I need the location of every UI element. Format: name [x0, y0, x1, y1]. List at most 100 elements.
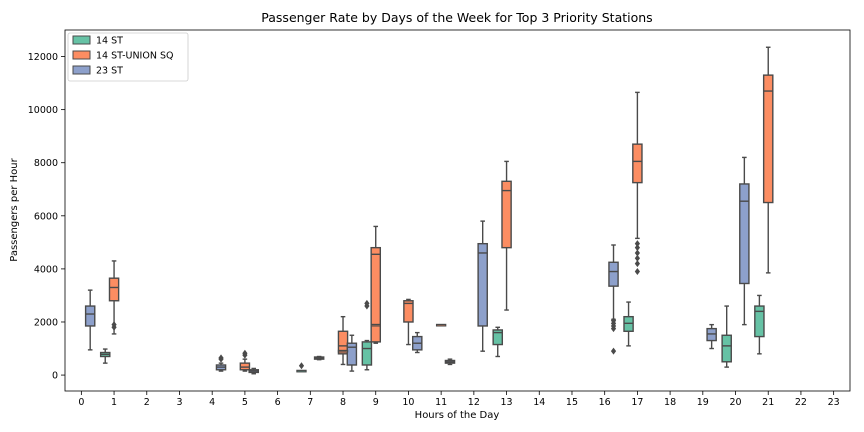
- x-tick-label: 0: [78, 397, 84, 408]
- outlier-marker: [298, 362, 305, 370]
- legend-swatch: [72, 35, 91, 45]
- box-14-st-union-sq-hour-13: [501, 160, 512, 311]
- box-14-st-union-sq-hour-17: [632, 91, 643, 276]
- y-axis: 0 2000 4000 6000 8000 10000 12000: [28, 52, 65, 382]
- box-groups: [84, 46, 774, 375]
- box-23-st-hour-0: [84, 289, 96, 351]
- outlier-marker: [610, 317, 617, 325]
- x-tick-label: 22: [795, 397, 807, 408]
- x-tick-label: 4: [209, 397, 215, 408]
- x-tick-label: 19: [697, 397, 709, 408]
- legend-label: 14 ST-UNION SQ: [96, 51, 173, 62]
- y-axis-label: Passengers per Hour: [9, 157, 20, 261]
- box-body: [84, 305, 96, 327]
- x-tick-label: 10: [402, 397, 414, 408]
- outlier-marker: [634, 260, 640, 268]
- box-body: [108, 277, 120, 302]
- box-body: [608, 261, 619, 287]
- box-14-st-hour-1: [99, 348, 111, 364]
- outlier-marker: [634, 240, 640, 248]
- box-body: [721, 334, 732, 363]
- outlier-marker: [218, 354, 224, 362]
- box-14-st-hour-20: [721, 305, 732, 368]
- legend-frame: [67, 32, 189, 82]
- box-14-st-hour-17: [623, 301, 634, 347]
- chart-title: Passenger Rate by Days of the Week for T…: [261, 10, 652, 25]
- box-body: [403, 300, 414, 323]
- legend-label: 14 ST: [96, 36, 123, 47]
- box-14-st-union-sq-hour-5: [239, 349, 251, 372]
- x-tick-label: 8: [340, 397, 346, 408]
- box-body: [754, 305, 765, 338]
- x-tick-label: 3: [176, 397, 182, 408]
- x-tick-label: 21: [762, 397, 774, 408]
- x-tick-label: 20: [729, 397, 741, 408]
- box-23-st-hour-5: [248, 367, 260, 375]
- legend-swatch: [72, 50, 91, 60]
- box-14-st-hour-13: [492, 326, 504, 358]
- y-tick-label: 12000: [28, 52, 58, 63]
- box-body: [361, 341, 373, 366]
- outlier-marker: [634, 268, 640, 276]
- x-tick-label: 23: [828, 397, 840, 408]
- box-body: [501, 180, 512, 249]
- legend: 14 ST 14 ST-UNION SQ 23 ST: [67, 32, 189, 82]
- x-tick-label: 9: [373, 397, 379, 408]
- y-tick-label: 0: [52, 371, 58, 382]
- collapsed-box: [337, 349, 349, 353]
- box-23-st-hour-12: [477, 220, 488, 352]
- plot-frame: [64, 29, 851, 392]
- y-tick-label: 6000: [34, 211, 58, 222]
- x-tick-label: 17: [631, 397, 643, 408]
- outlier-marker: [111, 321, 117, 329]
- outlier-marker: [364, 299, 370, 307]
- box-23-st-hour-4: [215, 354, 227, 372]
- box-body: [739, 183, 750, 285]
- y-tick-label: 2000: [34, 317, 58, 328]
- outlier-marker: [634, 254, 640, 262]
- x-tick-label: 16: [599, 397, 611, 408]
- box-14-st-union-sq-hour-8: [337, 315, 349, 366]
- box-body: [370, 246, 382, 343]
- x-axis: 0 1 2 3 4 5 6 7 8 9 10 11 12 13 14 15 16 17 18 19 20 21 22 23: [78, 391, 840, 408]
- collapsed-box: [435, 323, 447, 327]
- outlier-marker: [242, 349, 248, 357]
- box-14-st-hour-21: [754, 294, 765, 355]
- y-tick-label: 8000: [34, 158, 58, 169]
- x-tick-label: 1: [111, 397, 117, 408]
- box-body: [346, 342, 358, 366]
- box-14-st-hour-9: [361, 299, 373, 371]
- y-tick-label: 4000: [34, 264, 58, 275]
- outlier-marker: [634, 244, 640, 252]
- legend-label: 23 ST: [96, 66, 123, 77]
- x-axis-label: Hours of the Day: [415, 410, 500, 421]
- outlier-marker: [634, 249, 640, 257]
- collapsed-box: [296, 369, 307, 373]
- x-tick-label: 18: [664, 397, 676, 408]
- x-tick-label: 13: [501, 397, 513, 408]
- box-14-st-union-sq-hour-1: [108, 260, 120, 335]
- x-tick-label: 14: [533, 397, 545, 408]
- x-tick-label: 5: [242, 397, 248, 408]
- x-tick-label: 2: [144, 397, 150, 408]
- x-tick-label: 7: [307, 397, 313, 408]
- box-14-st-union-sq-hour-10: [403, 298, 414, 346]
- box-body: [477, 242, 488, 327]
- outlier-marker: [610, 347, 617, 355]
- box-14-st-union-sq-hour-9: [370, 225, 382, 344]
- box-body: [632, 143, 643, 184]
- x-tick-label: 11: [435, 397, 447, 408]
- box-23-st-hour-19: [706, 323, 717, 350]
- legend-swatch: [72, 65, 91, 75]
- collapsed-box: [370, 323, 381, 327]
- box-23-st-hour-10: [411, 331, 423, 354]
- y-tick-label: 10000: [28, 105, 58, 116]
- box-body: [762, 74, 774, 204]
- box-14-st-union-sq-hour-21: [762, 46, 774, 274]
- x-tick-label: 6: [275, 397, 281, 408]
- box-23-st-hour-8: [346, 334, 358, 372]
- box-23-st-hour-20: [739, 156, 750, 326]
- x-tick-label: 15: [566, 397, 578, 408]
